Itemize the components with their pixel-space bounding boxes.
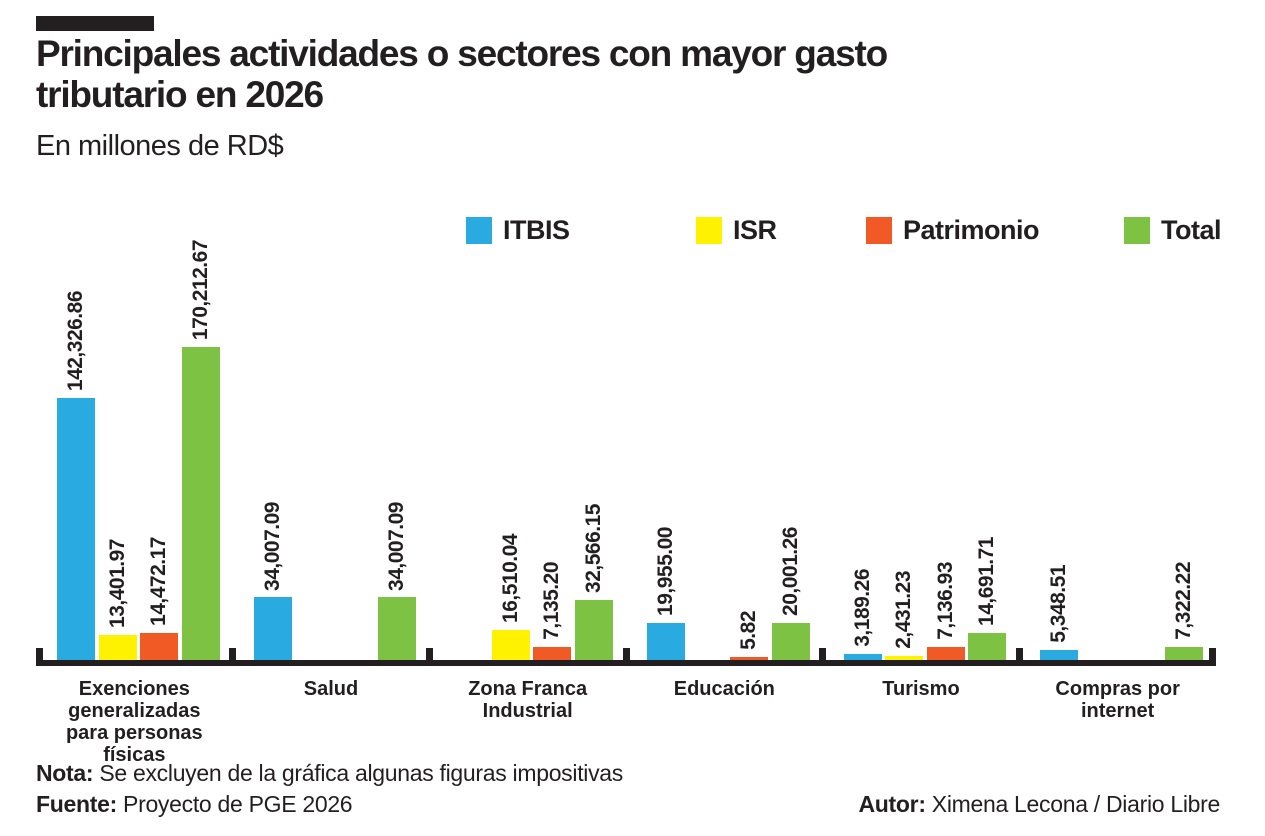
bar-itbis-0 (57, 398, 95, 660)
bar-total-2 (574, 600, 613, 660)
footer-author-label: Autor: (858, 791, 926, 817)
bar-value-label: 32,566.15 (581, 504, 605, 594)
legend-label-total: Total (1161, 214, 1222, 245)
bar-value-label: 7,322.22 (1171, 561, 1195, 640)
axis-tick (622, 648, 630, 660)
footer-note-text: Se excluyen de la gráfica algunas figura… (93, 760, 623, 786)
legend-swatch-isr (696, 216, 722, 244)
chart-subtitle: En millones de RD$ (36, 130, 284, 162)
category-label: Zona Franca Industrial (468, 678, 588, 722)
bar-value-label: 34,007.09 (385, 501, 409, 591)
legend-swatch-patrimonio (866, 216, 892, 244)
bar-value-label: 5,348.51 (1047, 565, 1071, 644)
bar-value-label: 20,001.26 (778, 527, 802, 617)
bar-total-5 (1164, 646, 1203, 660)
bar-patrimonio-0 (140, 633, 178, 660)
bar-chart-plot-area: 142,326.86 13,401.97 14,472.17 170,212.67 34… (36, 197, 1216, 666)
page-title: Principales actividades o sectores con m… (36, 33, 1136, 115)
legend-item-patrimonio: Patrimonio (866, 214, 1040, 245)
axis-tick (1015, 648, 1023, 660)
bar-patrimonio-3 (730, 657, 768, 660)
category-axis-labels: Exenciones generalizadas para personas f… (36, 678, 1216, 766)
bar-value-label: 13,401.97 (105, 539, 129, 629)
axis-tick (819, 648, 827, 660)
bar-total-4 (968, 632, 1007, 660)
bar-itbis-4 (843, 654, 882, 660)
footer-note-label: Nota: (36, 760, 94, 786)
footer-source-text: Proyecto de PGE 2026 (116, 791, 353, 817)
bar-value-label: 16,510.04 (498, 533, 522, 623)
title-line-1: Principales actividades o sectores con m… (36, 33, 888, 74)
axis-tick (229, 648, 237, 660)
title-line-2: tributario en 2026 (36, 74, 324, 115)
bar-value-label: 170,212.67 (188, 239, 212, 340)
bar-value-label: 5.82 (737, 611, 760, 650)
bar-value-label: 7,135.20 (540, 562, 564, 640)
x-axis-line (36, 660, 1216, 666)
footer-author-text: Ximena Lecona / Diario Libre (925, 791, 1221, 817)
footer-source-label: Fuente: (36, 791, 117, 817)
bar-total-3 (771, 623, 810, 660)
bar-value-label: 2,431.23 (892, 570, 916, 649)
bar-total-1 (378, 597, 417, 660)
bar-itbis-3 (647, 623, 685, 660)
bar-total-0 (181, 347, 220, 660)
footer-note: Nota: Se excluyen de la gráfica algunas … (36, 760, 623, 787)
legend-label-itbis: ITBIS (503, 214, 570, 245)
category-label: Turismo (882, 678, 960, 700)
category-label: Salud (303, 678, 359, 700)
bar-patrimonio-2 (533, 646, 572, 660)
kicker-bar (36, 16, 154, 31)
axis-tick (425, 648, 433, 660)
bar-value-label: 142,326.86 (64, 291, 87, 392)
bar-patrimonio-4 (926, 646, 965, 660)
legend-item-itbis: ITBIS (466, 215, 570, 245)
bar-isr-2 (491, 629, 530, 660)
axis-tick (36, 648, 43, 660)
category-label: Exenciones generalizadas para personas f… (65, 678, 203, 766)
bar-itbis-5 (1040, 650, 1079, 660)
legend-label-isr: ISR (733, 214, 777, 245)
category-label: Compras por internet (1055, 678, 1180, 722)
axis-tick (1209, 648, 1216, 660)
bar-value-label: 3,189.26 (850, 569, 874, 648)
bar-itbis-1 (253, 597, 292, 660)
bar-value-label: 14,691.71 (975, 537, 999, 626)
footer-author: Autor: Ximena Lecona / Diario Libre (859, 791, 1221, 818)
bar-isr-0 (98, 635, 137, 660)
bar-value-label: 14,472.17 (147, 537, 170, 627)
bar-isr-4 (885, 655, 924, 660)
legend-item-isr: ISR (696, 215, 777, 245)
legend-item-total: Total (1124, 214, 1222, 245)
bar-value-label: 34,007.09 (260, 501, 284, 591)
legend-swatch-total (1124, 216, 1150, 244)
bar-value-label: 19,955.00 (654, 527, 677, 617)
legend-swatch-itbis (466, 216, 492, 244)
footer-source: Fuente: Proyecto de PGE 2026 (36, 791, 353, 818)
category-label: Educación (673, 678, 775, 700)
bar-value-label: 7,136.93 (933, 562, 957, 640)
legend-label-patrimonio: Patrimonio (903, 214, 1040, 245)
